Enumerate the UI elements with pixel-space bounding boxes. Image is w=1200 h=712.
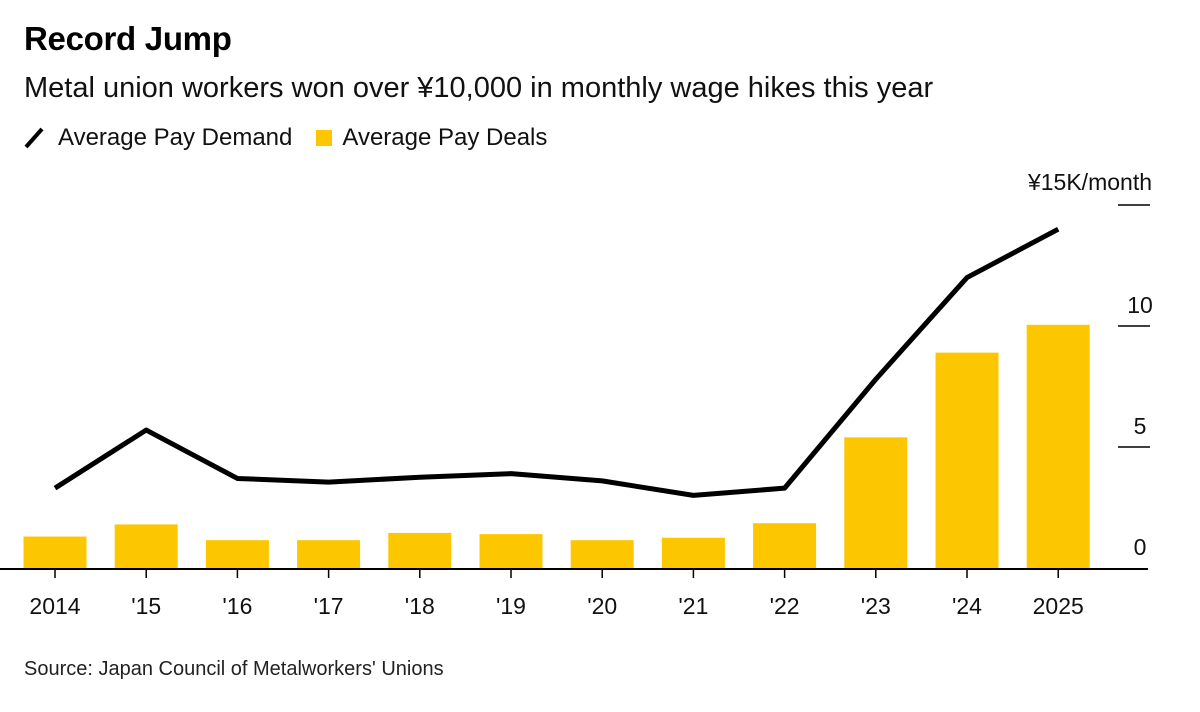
bar-22 <box>753 523 817 568</box>
bar-15 <box>114 524 178 568</box>
x-tick-label: '23 <box>861 593 891 619</box>
x-tick-label: '18 <box>405 593 435 619</box>
bar-18 <box>388 532 452 568</box>
bar-series-swatch-icon <box>316 130 333 146</box>
x-tick-label: '17 <box>314 593 344 619</box>
bar-24 <box>935 352 999 568</box>
y-tick-label: 10 <box>1127 292 1153 318</box>
bar-20 <box>570 540 634 568</box>
demand-line <box>53 226 1060 498</box>
y-tick-label: 0 <box>1134 534 1147 560</box>
bar-19 <box>479 534 543 568</box>
legend-item-demand: Average Pay Demand <box>24 124 292 152</box>
bar-21 <box>661 537 725 568</box>
bar-17 <box>297 540 361 568</box>
x-tick-label: '20 <box>587 593 617 619</box>
chart-plot: 2014 '15 '16 '17 '18 '19 '20 '21 '22 '23 '24 2025 0 5… <box>0 169 1153 619</box>
bar-16 <box>205 540 269 568</box>
x-tick-label: '15 <box>131 593 161 619</box>
bar-23 <box>844 437 908 568</box>
x-tick-label: '21 <box>678 593 708 619</box>
x-tick-label: '16 <box>222 593 252 619</box>
x-tick-label: 2025 <box>1033 593 1084 619</box>
chart-title: Record Jump <box>24 20 232 57</box>
legend-label-deals: Average Pay Deals <box>342 124 548 151</box>
x-tick-label: 2014 <box>29 593 80 619</box>
bar-2025 <box>1026 324 1090 568</box>
legend-label-demand: Average Pay Demand <box>58 124 293 151</box>
legend-item-deals: Average Pay Deals <box>316 124 547 152</box>
y-unit-label: ¥15K/month <box>1027 169 1152 195</box>
line-series-icon <box>24 127 44 149</box>
bar-2014 <box>23 536 87 568</box>
x-tick-label: '19 <box>496 593 526 619</box>
y-tick-label: 5 <box>1134 413 1147 439</box>
x-tick-label: '22 <box>770 593 800 619</box>
x-tick-label: '24 <box>952 593 982 619</box>
source-note: Source: Japan Council of Metalworkers' U… <box>24 658 444 680</box>
chart-subtitle: Metal union workers won over ¥10,000 in … <box>24 72 934 104</box>
legend: Average Pay Demand Average Pay Deals <box>24 124 571 152</box>
